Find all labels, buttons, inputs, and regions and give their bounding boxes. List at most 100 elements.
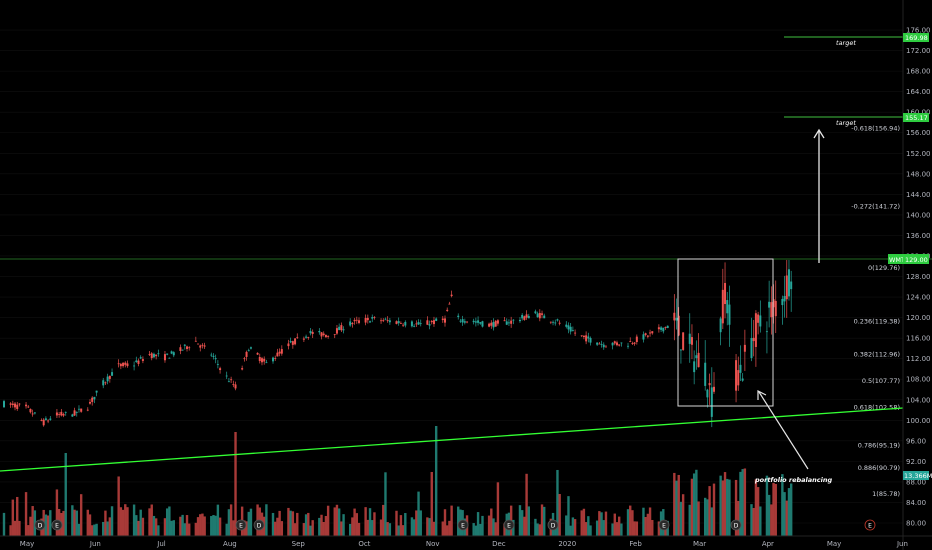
candle xyxy=(258,353,261,364)
time-tick-label: Feb xyxy=(629,540,642,548)
price-tick-label: 148.00 xyxy=(906,170,931,178)
trendline-support[interactable] xyxy=(0,407,904,472)
candle xyxy=(272,356,275,364)
svg-text:D: D xyxy=(734,523,739,530)
candle xyxy=(538,309,541,322)
candle xyxy=(721,268,724,329)
candle xyxy=(728,285,731,347)
dividend-marker[interactable]: D xyxy=(253,519,265,531)
candle xyxy=(430,320,433,325)
candle xyxy=(265,359,268,364)
volume-bar xyxy=(139,509,142,536)
earnings-marker[interactable]: E xyxy=(51,519,63,531)
volume-bar xyxy=(55,489,59,536)
price-tick-label: 168.00 xyxy=(906,68,931,76)
candle xyxy=(587,332,590,343)
price-axis[interactable]: 176.00 172.00 168.00 164.00 160.00 156.00 152.… xyxy=(902,0,931,550)
earnings-marker[interactable]: E xyxy=(457,519,469,531)
volume-bar xyxy=(415,510,418,536)
volume-bar xyxy=(752,507,755,536)
candle xyxy=(214,354,217,364)
candle xyxy=(466,321,469,324)
volume-bar xyxy=(404,513,407,536)
volume-bar xyxy=(430,471,433,536)
candle xyxy=(765,321,768,354)
earnings-marker[interactable]: E xyxy=(503,519,515,531)
candle xyxy=(554,319,557,326)
candle xyxy=(181,349,184,351)
volume-bar xyxy=(71,505,74,536)
earnings-marker[interactable]: E xyxy=(864,519,876,531)
volume-bar xyxy=(677,474,680,536)
consolidation-box[interactable] xyxy=(677,258,774,407)
candle xyxy=(627,342,630,349)
volume-bar xyxy=(371,520,374,536)
fib-level-label: 0.5(107.77) xyxy=(862,377,900,385)
candle xyxy=(541,310,544,319)
volume-bar xyxy=(565,515,568,536)
dividend-marker[interactable]: D xyxy=(547,519,559,531)
candle xyxy=(662,327,665,334)
volume-bar xyxy=(18,520,21,536)
candle xyxy=(629,337,632,343)
price-tick-label: 172.00 xyxy=(906,47,931,55)
volume-bar xyxy=(168,506,171,536)
candle xyxy=(340,322,343,333)
candle xyxy=(432,316,435,327)
candle xyxy=(585,331,588,345)
candle xyxy=(450,290,453,298)
fib-level-label: 0.618(102.58) xyxy=(854,404,900,412)
candle xyxy=(29,408,32,414)
candle xyxy=(210,352,213,358)
volume-bar xyxy=(302,523,306,536)
volume-bar xyxy=(271,512,275,536)
candle xyxy=(234,381,237,391)
volume-bar xyxy=(620,523,623,536)
candle xyxy=(410,320,413,328)
candle xyxy=(404,320,407,328)
volume-bar xyxy=(681,494,685,536)
dividend-marker[interactable]: D xyxy=(34,519,46,531)
volume-bar xyxy=(520,510,524,536)
price-tick-label: 156.00 xyxy=(906,129,931,137)
candle xyxy=(263,356,266,365)
candle xyxy=(739,345,742,382)
volume-bar xyxy=(296,512,299,536)
candle xyxy=(690,324,693,360)
volume-bar xyxy=(492,518,495,536)
candle xyxy=(148,351,151,357)
rebalancing-arrow[interactable] xyxy=(758,391,809,470)
price-tick-label: 84.00 xyxy=(906,499,926,507)
candle xyxy=(9,402,12,408)
volume-bar xyxy=(218,517,222,536)
candle xyxy=(787,260,790,301)
fib-level-label: -0.618(156.94) xyxy=(851,124,900,132)
candle xyxy=(168,357,171,359)
price-tick-label: 152.00 xyxy=(906,150,931,158)
candle xyxy=(186,345,189,352)
candle xyxy=(417,319,420,326)
volume-bar xyxy=(245,521,248,536)
volume-bar xyxy=(232,520,235,536)
time-axis[interactable]: May Jun Jul Aug Sep Oct Nov Dec 2020 Feb Mar Apr May… xyxy=(0,535,932,548)
earnings-marker[interactable]: E xyxy=(235,519,247,531)
svg-text:D: D xyxy=(38,523,43,530)
volume-bar xyxy=(309,525,312,536)
candle xyxy=(708,373,711,405)
volume-bar xyxy=(46,515,50,536)
candle xyxy=(111,368,114,376)
dividend-marker[interactable]: D xyxy=(730,519,742,531)
volume-bar xyxy=(227,509,231,536)
volume-bar xyxy=(602,520,605,536)
volume-bar xyxy=(320,514,323,536)
candle xyxy=(163,350,166,363)
earnings-marker[interactable]: E xyxy=(658,519,670,531)
volume-bar xyxy=(726,478,729,536)
candle xyxy=(397,317,400,326)
price-tick-label: 104.00 xyxy=(906,396,931,404)
candle xyxy=(373,316,376,320)
candle xyxy=(106,373,109,385)
volume-bar xyxy=(199,514,202,536)
